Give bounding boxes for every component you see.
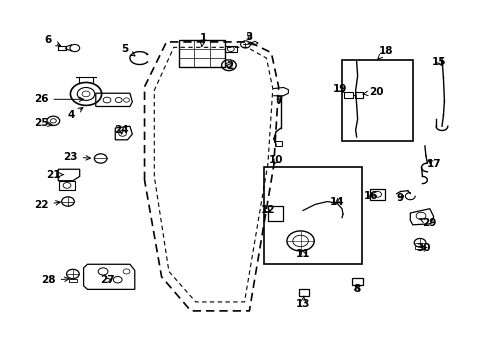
Text: 6: 6 — [45, 35, 61, 46]
Text: 26: 26 — [34, 94, 83, 104]
Text: 28: 28 — [41, 275, 69, 285]
Bar — [59, 181, 75, 190]
Bar — [267, 206, 282, 221]
Bar — [264, 167, 361, 264]
Text: 20: 20 — [363, 87, 383, 97]
Text: 19: 19 — [332, 84, 346, 94]
Bar — [343, 92, 352, 98]
Bar — [369, 189, 384, 200]
Text: 14: 14 — [329, 197, 344, 207]
Text: 30: 30 — [416, 243, 430, 253]
Text: 18: 18 — [377, 46, 392, 59]
Bar — [69, 279, 77, 282]
Text: 11: 11 — [295, 248, 309, 258]
Text: 1: 1 — [199, 33, 206, 46]
Text: 3: 3 — [245, 32, 252, 41]
Bar — [274, 140, 281, 145]
Text: 15: 15 — [431, 57, 446, 67]
Bar — [224, 46, 237, 52]
Text: 25: 25 — [34, 118, 52, 128]
Text: 29: 29 — [419, 218, 436, 228]
Text: 16: 16 — [363, 191, 378, 201]
Text: 21: 21 — [46, 170, 63, 180]
Text: 10: 10 — [268, 155, 283, 165]
Text: 8: 8 — [352, 284, 360, 294]
Text: 12: 12 — [260, 206, 275, 216]
Bar — [351, 278, 362, 285]
Text: 4: 4 — [67, 108, 82, 121]
Bar — [414, 246, 424, 249]
Text: 23: 23 — [63, 152, 90, 162]
Bar — [354, 92, 363, 98]
Text: 22: 22 — [34, 200, 60, 210]
Text: 9: 9 — [396, 193, 403, 203]
Text: 27: 27 — [100, 275, 114, 285]
Text: 5: 5 — [121, 44, 135, 56]
Bar — [299, 289, 308, 296]
Bar — [341, 60, 412, 140]
Text: 7: 7 — [274, 96, 282, 106]
Text: 17: 17 — [426, 159, 440, 169]
Text: 13: 13 — [295, 296, 309, 309]
Text: 2: 2 — [225, 61, 233, 71]
Bar — [178, 40, 224, 67]
Text: 24: 24 — [114, 125, 129, 135]
